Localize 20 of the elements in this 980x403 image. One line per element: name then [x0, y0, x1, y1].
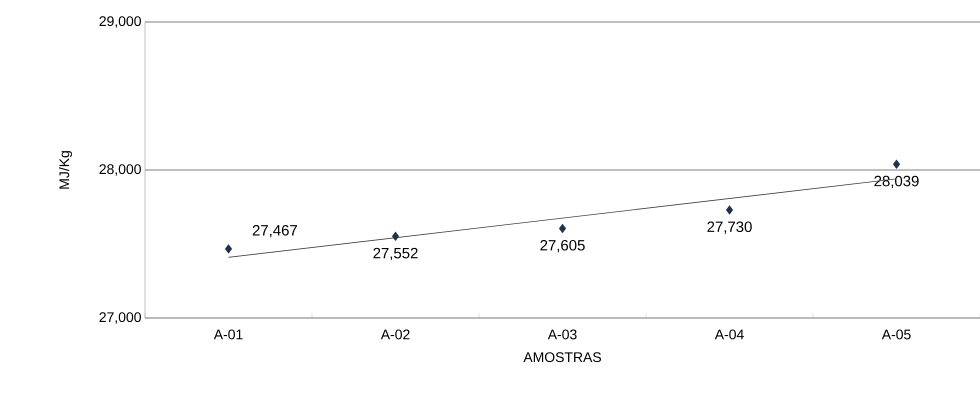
x-tick-label: A-02	[380, 330, 410, 340]
x-tick-label: A-03	[548, 330, 577, 340]
y-tick-label: 29,000	[100, 16, 141, 28]
data-label: 27,552	[373, 248, 418, 260]
y-axis-title: MJ/Kg	[58, 151, 72, 189]
x-tick-label: A-01	[214, 330, 243, 340]
data-label: 27,467	[252, 225, 297, 238]
point	[558, 224, 566, 234]
x-axis-title: AMOSTRAS	[523, 352, 602, 362]
point	[392, 232, 400, 242]
y-tick-label: 27,000	[100, 312, 141, 324]
point	[224, 244, 232, 254]
point	[892, 160, 900, 169]
y-tick-label: 28,000	[100, 164, 141, 176]
data-label: 27,605	[540, 240, 585, 252]
point	[726, 205, 734, 215]
x-tick-label: A-05	[882, 330, 911, 340]
x-tick-label: A-04	[714, 330, 744, 340]
data-label: 27,730	[707, 221, 752, 234]
data-label: 28,039	[874, 176, 919, 188]
